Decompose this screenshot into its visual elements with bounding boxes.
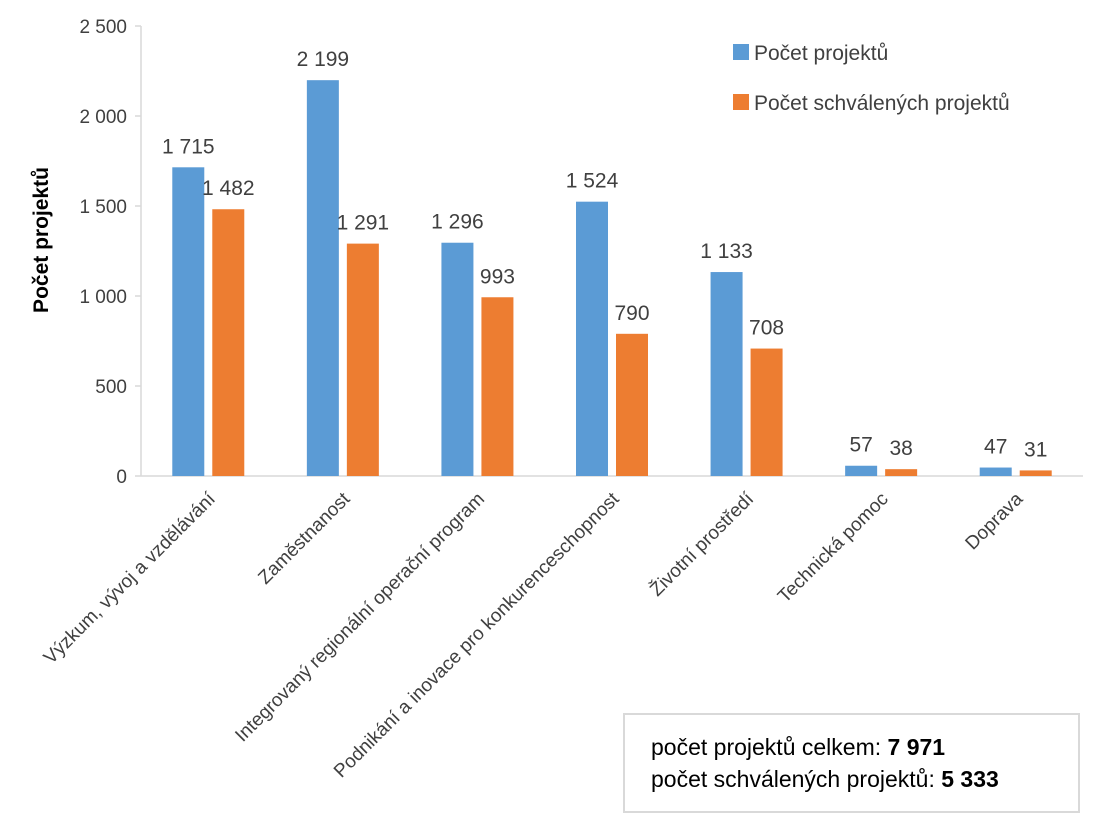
legend-label: Počet projektů bbox=[754, 42, 888, 65]
summary-line-total: počet projektů celkem: 7 971 bbox=[651, 731, 1078, 763]
legend: Počet projektů Počet schválených projektů bbox=[733, 42, 1010, 115]
bar-projects bbox=[172, 167, 205, 477]
bars bbox=[172, 80, 1052, 477]
bar-projects bbox=[441, 242, 474, 476]
data-label-approved: 31 bbox=[1024, 438, 1047, 461]
y-tick-label: 500 bbox=[95, 377, 127, 398]
bar-projects bbox=[979, 467, 1012, 476]
data-label-projects: 57 bbox=[849, 434, 872, 457]
legend-label: Počet schválených projektů bbox=[754, 92, 1010, 115]
bar-projects bbox=[710, 272, 743, 476]
bar-projects bbox=[845, 465, 878, 476]
y-tick-label: 1 500 bbox=[79, 197, 127, 218]
category-label: Zaměstnanost bbox=[254, 488, 354, 588]
bar-approved bbox=[616, 333, 648, 476]
summary-line-approved: počet schválených projektů: 5 333 bbox=[651, 763, 1078, 795]
bar-approved bbox=[750, 348, 783, 476]
summary-approved-value: 5 333 bbox=[941, 766, 999, 792]
category-label: Integrovaný regionální operační program bbox=[231, 489, 489, 747]
y-tick-label: 2 500 bbox=[79, 17, 127, 38]
bar-projects bbox=[576, 201, 608, 476]
data-label-approved: 993 bbox=[480, 265, 515, 288]
data-label-approved: 1 291 bbox=[337, 212, 390, 235]
data-label-approved: 1 482 bbox=[202, 177, 255, 200]
category-label: Doprava bbox=[962, 488, 1028, 554]
data-label-projects: 1 296 bbox=[431, 211, 484, 234]
category-label: Výzkum, vývoj a vzdělávání bbox=[40, 488, 220, 668]
bar-approved bbox=[346, 243, 379, 476]
data-label-approved: 790 bbox=[614, 302, 649, 325]
data-label-projects: 1 133 bbox=[700, 240, 753, 263]
data-label-projects: 1 524 bbox=[566, 170, 619, 193]
summary-box: počet projektů celkem: 7 971 počet schvá… bbox=[623, 713, 1080, 813]
y-axis-title: Počet projektů bbox=[30, 167, 53, 313]
category-label: Technická pomoc bbox=[774, 489, 893, 608]
y-axis-ticks: 0 500 1 000 1 500 2 000 2 500 bbox=[79, 17, 141, 488]
data-labels: 1 715 1 482 2 199 1 291 1 296 993 1 524 790 1 13… bbox=[162, 48, 1047, 461]
bar-approved bbox=[1019, 470, 1052, 476]
y-tick-label: 0 bbox=[116, 467, 127, 488]
data-label-projects: 2 199 bbox=[297, 48, 350, 71]
summary-total-value: 7 971 bbox=[887, 734, 946, 760]
data-label-approved: 38 bbox=[889, 437, 912, 460]
bar-approved bbox=[481, 297, 514, 476]
data-label-projects: 47 bbox=[984, 436, 1007, 459]
bar-approved bbox=[212, 209, 245, 477]
bar-approved bbox=[885, 469, 918, 476]
category-label: Životní prostředí bbox=[645, 487, 758, 600]
data-label-approved: 708 bbox=[749, 317, 784, 340]
legend-swatch bbox=[733, 44, 749, 60]
bar-projects bbox=[306, 80, 339, 477]
axes bbox=[140, 26, 1083, 477]
y-tick-label: 2 000 bbox=[79, 107, 127, 128]
summary-approved-label: počet schválených projektů: bbox=[651, 766, 942, 792]
summary-total-label: počet projektů celkem: bbox=[651, 734, 888, 760]
legend-swatch bbox=[733, 94, 749, 110]
y-tick-label: 1 000 bbox=[79, 287, 127, 308]
data-label-projects: 1 715 bbox=[162, 135, 215, 158]
category-label: Podnikání a inovace pro konkurenceschopn… bbox=[330, 488, 624, 782]
